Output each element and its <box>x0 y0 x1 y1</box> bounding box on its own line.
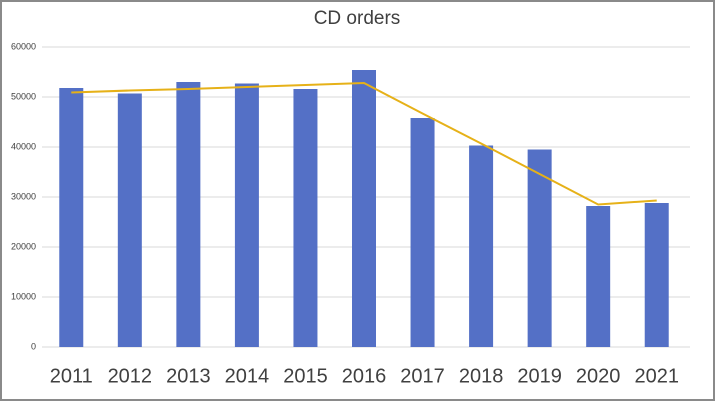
y-tick-label: 0 <box>31 341 36 351</box>
y-tick-label: 40000 <box>11 141 36 151</box>
x-tick-label: 2011 <box>50 365 93 387</box>
bar <box>644 203 669 347</box>
x-tick-label: 2012 <box>108 365 153 387</box>
x-tick-label: 2016 <box>342 365 387 387</box>
bar <box>586 206 611 347</box>
x-tick-label: 2017 <box>400 365 445 387</box>
chart-title: CD orders <box>314 8 401 29</box>
y-tick-label: 30000 <box>11 191 36 201</box>
bar <box>527 149 552 347</box>
bar <box>469 145 494 347</box>
y-tick-label: 10000 <box>11 291 36 301</box>
bar <box>352 70 376 347</box>
bar <box>410 118 435 347</box>
bar <box>59 88 84 347</box>
x-tick-label: 2019 <box>517 365 562 387</box>
y-tick-label: 60000 <box>11 41 36 51</box>
x-tick-label: 2021 <box>634 365 679 387</box>
y-tick-label: 20000 <box>11 241 36 251</box>
bar <box>293 89 318 347</box>
bar <box>176 82 201 347</box>
x-tick-label: 2020 <box>576 365 621 387</box>
x-tick-label: 2014 <box>225 365 270 387</box>
x-tick-label: 2018 <box>459 365 504 387</box>
bar <box>234 83 259 347</box>
trend-line <box>71 81 657 206</box>
x-tick-label: 2013 <box>166 365 211 387</box>
x-tick-label: 2015 <box>283 365 328 387</box>
y-tick-label: 50000 <box>11 91 36 101</box>
bar <box>117 93 142 347</box>
